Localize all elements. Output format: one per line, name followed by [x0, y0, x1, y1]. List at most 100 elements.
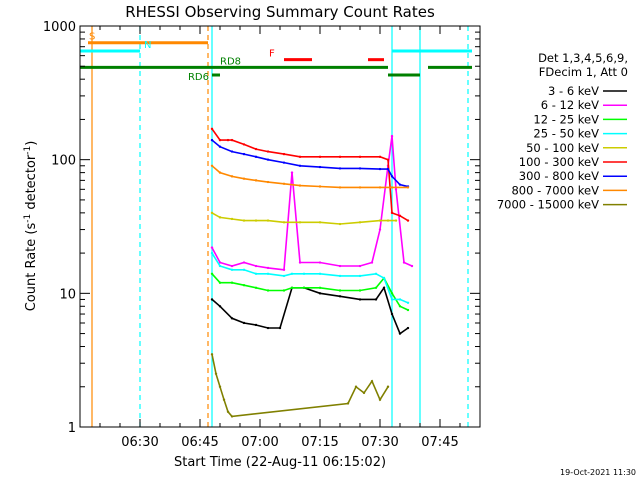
- data-point-7000-15000-kev-8: [362, 391, 366, 395]
- axes: 06:30 06:45 07:00 07:15 07:30 07:45 1 10 100 1000: [43, 20, 480, 450]
- data-point-300-800-kev-1: [218, 145, 222, 148]
- flag-label-f: F: [269, 49, 275, 60]
- data-point-6-12-kev-17: [402, 261, 406, 264]
- data-point-3-6-kev-14: [390, 312, 394, 316]
- data-point-7000-15000-kev-1: [214, 372, 218, 376]
- data-point-12-25-kev-2: [230, 281, 234, 284]
- flag-label-s: S: [89, 32, 95, 43]
- data-point-6-12-kev-11: [358, 264, 362, 268]
- data-point-6-12-kev-3: [242, 261, 246, 264]
- x-tick-label-3: 07:15: [301, 435, 338, 450]
- series-line-800-7000-kev: [211, 165, 408, 189]
- data-point-3-6-kev-6: [278, 326, 282, 330]
- data-point-12-25-kev-7: [290, 286, 294, 290]
- data-point-800-7000-kev-11: [378, 186, 382, 189]
- data-point-50-100-kev-5: [266, 219, 270, 222]
- legend-label-50-100-kev: 50 - 100 keV: [526, 141, 599, 155]
- data-point-12-25-kev-8: [302, 286, 306, 290]
- data-point-50-100-kev-6: [282, 221, 286, 224]
- x-tick-label-1: 06:45: [181, 435, 218, 450]
- data-point-300-800-kev-5: [266, 158, 270, 161]
- data-point-6-12-kev-9: [318, 261, 322, 264]
- data-point-12-25-kev-14: [390, 292, 394, 295]
- data-point-800-7000-kev-13: [406, 186, 410, 189]
- series-line-7000-15000-kev: [211, 354, 389, 418]
- data-point-25-50-kev-6: [282, 274, 286, 278]
- data-point-300-800-kev-4: [254, 155, 258, 159]
- data-point-6-12-kev-8: [298, 261, 302, 264]
- data-point-50-100-kev-4: [254, 219, 258, 222]
- data-point-100-300-kev-3: [230, 138, 234, 142]
- data-point-25-50-kev-2: [230, 268, 234, 271]
- data-point-7000-15000-kev-10: [378, 398, 382, 401]
- data-point-100-300-kev-14: [390, 211, 394, 215]
- data-point-25-50-kev-11: [358, 274, 362, 278]
- data-point-800-7000-kev-1: [218, 171, 222, 174]
- data-point-3-6-kev-0: [210, 298, 214, 301]
- data-point-6-12-kev-7: [290, 171, 294, 174]
- data-point-12-25-kev-0: [210, 272, 214, 276]
- data-point-12-25-kev-5: [266, 289, 270, 292]
- data-point-800-7000-kev-0: [210, 164, 214, 167]
- data-point-3-6-kev-9: [318, 292, 322, 295]
- data-point-25-50-kev-16: [406, 301, 410, 304]
- data-point-50-100-kev-7: [298, 221, 302, 224]
- data-point-100-300-kev-8: [298, 155, 302, 159]
- x-tick-label-5: 07:45: [421, 435, 458, 450]
- data-point-3-6-kev-10: [338, 295, 342, 298]
- data-point-7000-15000-kev-3: [222, 398, 226, 401]
- data-point-25-50-kev-13: [382, 276, 386, 280]
- data-point-6-12-kev-1: [218, 261, 222, 264]
- data-point-6-12-kev-13: [378, 228, 382, 231]
- data-point-12-25-kev-1: [218, 281, 222, 284]
- series-line-12-25-kev: [211, 273, 409, 311]
- data-point-3-6-kev-3: [242, 321, 246, 325]
- legend-label-6-12-kev: 6 - 12 keV: [541, 98, 599, 112]
- data-point-300-800-kev-8: [318, 165, 322, 169]
- data-point-6-12-kev-10: [338, 264, 342, 268]
- data-point-300-800-kev-10: [358, 167, 362, 170]
- data-point-800-7000-kev-9: [338, 186, 342, 189]
- data-point-50-100-kev-13: [394, 219, 398, 222]
- data-point-7000-15000-kev-7: [354, 385, 358, 388]
- data-point-50-100-kev-10: [358, 221, 362, 224]
- series-line-50-100-kev: [211, 212, 396, 225]
- legend-header-line-1: Det 1,3,4,5,6,9,: [538, 51, 628, 65]
- legend-label-100-300-kev: 100 - 300 keV: [519, 155, 599, 169]
- data-point-12-25-kev-12: [374, 286, 378, 290]
- data-point-6-12-kev-15: [390, 134, 394, 138]
- data-point-7000-15000-kev-9: [370, 380, 374, 383]
- data-point-6-12-kev-18: [410, 264, 414, 268]
- data-point-300-800-kev-0: [210, 138, 214, 142]
- data-point-12-25-kev-3: [242, 284, 246, 287]
- legend-label-25-50-kev: 25 - 50 keV: [533, 127, 599, 141]
- data-point-3-6-kev-13: [382, 286, 386, 290]
- data-point-25-50-kev-10: [338, 274, 342, 278]
- legend-header-line-2: FDecim 1, Att 0: [539, 65, 628, 79]
- data-point-12-25-kev-4: [254, 286, 258, 290]
- data-point-12-25-kev-10: [338, 289, 342, 292]
- data-point-12-25-kev-11: [358, 289, 362, 292]
- plot-area: S N F RD8 RD6: [80, 26, 472, 427]
- data-point-50-100-kev-11: [378, 219, 382, 222]
- data-point-12-25-kev-9: [318, 286, 322, 290]
- series-line-300-800-kev: [211, 139, 409, 188]
- data-point-100-300-kev-16: [406, 219, 410, 222]
- x-tick-label-4: 07:30: [361, 435, 398, 450]
- timestamp-label: 19-Oct-2021 11:30: [560, 468, 636, 477]
- data-point-25-50-kev-9: [318, 272, 322, 276]
- data-point-6-12-kev-0: [210, 246, 214, 249]
- data-point-50-100-kev-3: [242, 219, 246, 222]
- data-point-25-50-kev-14: [390, 298, 394, 301]
- data-point-800-7000-kev-8: [318, 185, 322, 188]
- data-point-25-50-kev-5: [266, 272, 270, 276]
- data-point-50-100-kev-2: [230, 217, 234, 221]
- data-point-100-300-kev-2: [226, 138, 230, 142]
- flag-label-rd6: RD6: [188, 72, 209, 83]
- data-point-6-12-kev-6: [282, 268, 286, 271]
- data-point-6-12-kev-4: [254, 264, 258, 268]
- x-tick-label-2: 07:00: [241, 435, 278, 450]
- data-point-25-50-kev-4: [254, 272, 258, 276]
- data-point-7000-15000-kev-5: [230, 415, 234, 418]
